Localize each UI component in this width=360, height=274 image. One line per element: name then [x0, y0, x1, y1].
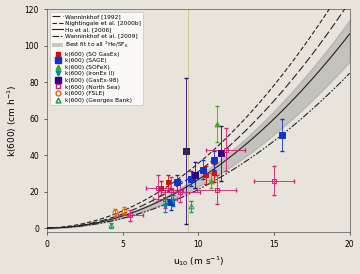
Y-axis label: k(600) (cm h$^{-1}$): k(600) (cm h$^{-1}$) [5, 84, 19, 156]
X-axis label: u$_{10}$ (m s$^{-1}$): u$_{10}$ (m s$^{-1}$) [173, 255, 224, 269]
Legend: Wanninkhof [1992], Nightingale et al. [2000b], Ho et al. [2006], Wanninkhof et a: Wanninkhof [1992], Nightingale et al. [2… [50, 12, 143, 105]
